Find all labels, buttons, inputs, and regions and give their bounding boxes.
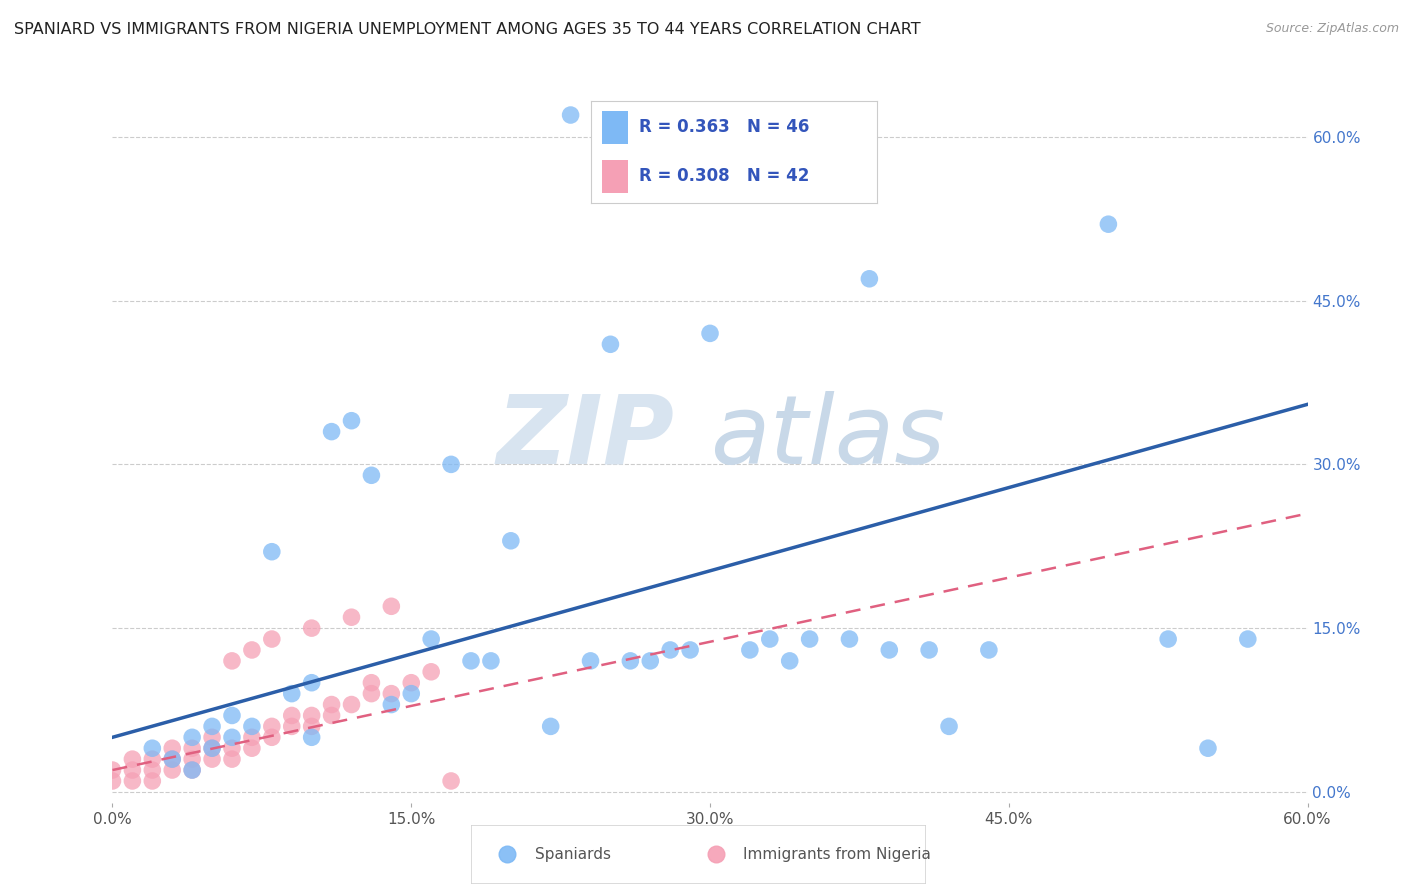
Point [181,763,204,777]
Point [201,731,224,745]
Point [460,654,482,668]
Point [440,774,463,789]
Point [340,414,363,428]
Point [240,719,263,733]
Point [858,272,880,286]
Text: Spaniards: Spaniards [534,847,610,862]
Point [201,719,224,733]
Point [181,763,204,777]
Point [141,774,163,789]
Point [141,763,163,777]
Point [659,643,682,657]
Point [301,719,323,733]
Point [340,698,363,712]
Point [380,599,402,614]
Bar [602,160,628,193]
Point [679,643,702,657]
Point [260,632,283,646]
Point [918,643,941,657]
Point [281,719,304,733]
Point [260,719,283,733]
Point [479,654,502,668]
Point [221,752,243,766]
Text: ZIP: ZIP [496,391,675,483]
Point [121,763,143,777]
Point [221,654,243,668]
Point [281,687,304,701]
Point [121,774,143,789]
Point [420,632,443,646]
Point [640,654,662,668]
Point [699,326,721,341]
Text: SPANIARD VS IMMIGRANTS FROM NIGERIA UNEMPLOYMENT AMONG AGES 35 TO 44 YEARS CORRE: SPANIARD VS IMMIGRANTS FROM NIGERIA UNEM… [14,22,921,37]
Point [779,654,801,668]
Point [619,654,641,668]
Point [101,763,124,777]
Point [799,632,821,646]
Point [221,741,243,756]
Point [281,708,304,723]
Point [738,643,761,657]
Point [838,632,860,646]
Point [221,708,243,723]
Text: Immigrants from Nigeria: Immigrants from Nigeria [744,847,931,862]
Point [360,675,382,690]
Point [240,741,263,756]
Point [540,719,562,733]
Point [162,752,183,766]
Point [440,458,463,472]
Point [101,774,124,789]
Point [181,752,204,766]
Point [360,687,382,701]
Point [1197,741,1219,756]
Bar [602,111,628,144]
Point [579,654,602,668]
Point [380,687,402,701]
Point [162,763,183,777]
Point [162,741,183,756]
Point [599,337,621,351]
Point [401,675,423,690]
Point [1097,217,1119,231]
Text: R = 0.363   N = 46: R = 0.363 N = 46 [640,119,810,136]
Point [321,708,343,723]
Point [141,752,163,766]
Point [560,108,582,122]
Point [1157,632,1180,646]
Point [340,610,363,624]
Point [759,632,782,646]
Point [141,741,163,756]
Point [221,731,243,745]
Text: atlas: atlas [710,391,945,483]
Text: Source: ZipAtlas.com: Source: ZipAtlas.com [1265,22,1399,36]
Point [240,643,263,657]
Point [321,425,343,439]
Point [301,731,323,745]
Point [380,698,402,712]
Point [181,731,204,745]
Point [977,643,1000,657]
Point [301,675,323,690]
Point [201,741,224,756]
Point [360,468,382,483]
Point [260,731,283,745]
Point [162,752,183,766]
Text: R = 0.308   N = 42: R = 0.308 N = 42 [640,168,810,186]
Point [121,752,143,766]
Point [499,533,522,548]
Point [879,643,901,657]
Point [301,621,323,635]
Point [938,719,960,733]
Point [1237,632,1260,646]
Point [321,698,343,712]
Point [301,708,323,723]
Point [260,545,283,559]
Point [420,665,443,679]
Point [240,731,263,745]
Point [181,741,204,756]
Point [201,741,224,756]
Point [401,687,423,701]
Point [201,752,224,766]
